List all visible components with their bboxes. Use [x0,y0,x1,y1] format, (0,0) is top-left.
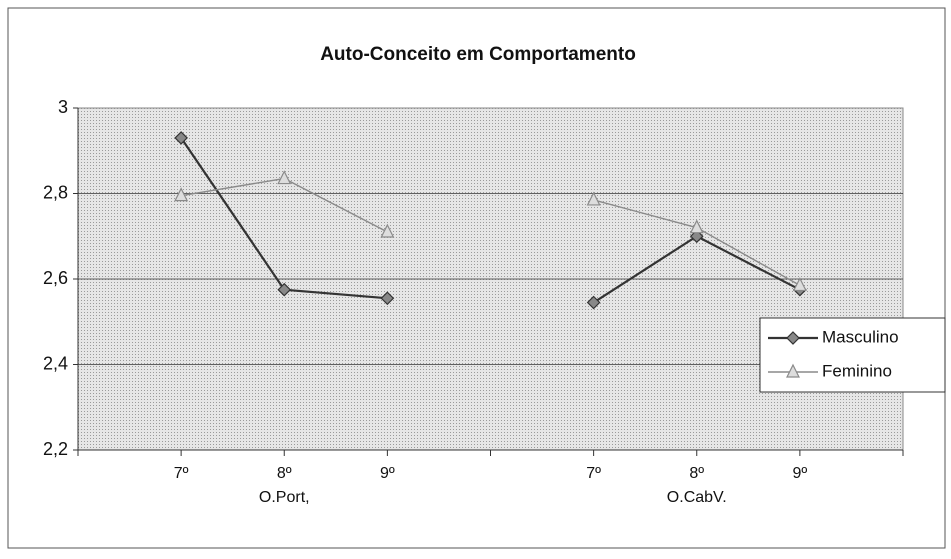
marker [380,223,395,238]
marker [586,295,601,310]
x-tick-label: 7º [586,465,601,482]
chart-title: Auto-Conceito em Comportamento [320,44,636,65]
y-tick-label: 2,6 [43,268,68,288]
y-tick-label: 2,4 [43,353,68,373]
group-label: O.CabV. [667,489,727,506]
group-label: O.Port, [259,489,310,506]
marker [174,131,188,145]
legend-marker [786,363,800,378]
x-tick-label: 9º [793,465,808,482]
marker [689,219,704,234]
legend-label: Feminino [822,361,892,380]
y-tick-label: 3 [58,97,68,117]
y-tick-label: 2,8 [43,182,68,202]
marker [277,170,292,185]
legend-marker [786,331,800,345]
x-tick-label: 7º [174,465,189,482]
marker [277,282,292,297]
x-tick-label: 8º [689,465,704,482]
marker [586,191,601,206]
x-tick-label: 8º [277,465,292,482]
marker [380,291,395,306]
legend-box [759,317,946,393]
legend-label: Masculino [822,327,899,346]
x-tick-label: 9º [380,465,395,482]
marker [174,187,189,202]
marker [792,277,807,292]
y-tick-label: 2,2 [43,439,68,459]
